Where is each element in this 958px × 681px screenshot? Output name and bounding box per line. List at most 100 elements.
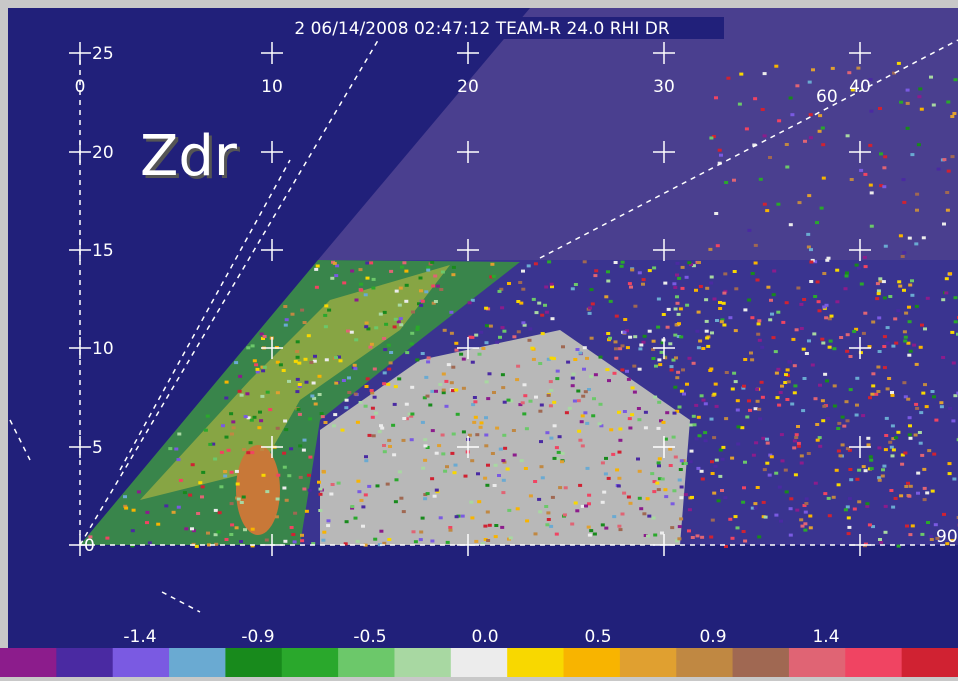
colorbar-swatch (620, 648, 677, 677)
speckle (899, 234, 903, 237)
speckle (914, 434, 918, 437)
speckle (490, 263, 494, 266)
speckle (276, 474, 280, 477)
speckle (454, 389, 458, 392)
speckle (502, 330, 506, 333)
speckle (364, 405, 368, 408)
speckle (791, 338, 795, 341)
speckle (925, 405, 929, 408)
speckle (462, 358, 466, 361)
speckle (545, 523, 549, 526)
speckle (501, 459, 505, 462)
speckle (541, 476, 545, 479)
speckle (506, 468, 510, 471)
speckle (435, 489, 439, 492)
speckle (581, 395, 585, 398)
speckle (501, 326, 505, 329)
speckle (174, 448, 178, 451)
speckle (837, 450, 841, 453)
speckle (220, 451, 224, 454)
speckle (743, 308, 747, 311)
speckle (452, 433, 456, 436)
speckle (219, 485, 223, 488)
speckle (642, 512, 646, 515)
speckle (820, 207, 824, 210)
speckle (630, 268, 634, 271)
speckle (809, 136, 813, 139)
colorbar-swatch (564, 648, 621, 677)
speckle (484, 307, 488, 310)
speckle (249, 441, 253, 444)
speckle (847, 71, 851, 74)
speckle (320, 412, 324, 415)
speckle (822, 306, 826, 309)
speckle (698, 340, 702, 343)
speckle (650, 472, 654, 475)
speckle (629, 502, 633, 505)
speckle (894, 497, 898, 500)
speckle (410, 332, 414, 335)
speckle (263, 335, 267, 338)
speckle (532, 358, 536, 361)
speckle (448, 526, 452, 529)
speckle (841, 443, 845, 446)
speckle (910, 279, 914, 282)
speckle (373, 538, 377, 541)
speckle (768, 474, 772, 477)
speckle (867, 443, 871, 446)
speckle (394, 318, 398, 321)
speckle (305, 510, 309, 513)
speckle (888, 295, 892, 298)
speckle (904, 312, 908, 315)
speckle (697, 346, 701, 349)
speckle (745, 127, 749, 130)
speckle (780, 433, 784, 436)
speckle (839, 454, 843, 457)
speckle (827, 257, 831, 260)
speckle (946, 209, 950, 212)
speckle (884, 448, 888, 451)
speckle (795, 509, 799, 512)
speckle (954, 320, 958, 323)
speckle (825, 379, 829, 382)
speckle (668, 448, 672, 451)
speckle (820, 338, 824, 341)
speckle (668, 342, 672, 345)
speckle (796, 425, 800, 428)
speckle (507, 282, 511, 285)
colorbar-label: -0.9 (241, 627, 274, 647)
speckle (657, 427, 661, 430)
speckle (942, 223, 946, 226)
speckle (538, 510, 542, 513)
speckle (657, 461, 661, 464)
speckle (894, 436, 898, 439)
speckle (426, 360, 430, 363)
speckle (743, 540, 747, 543)
speckle (546, 511, 550, 514)
speckle (690, 496, 694, 499)
speckle (670, 369, 674, 372)
speckle (789, 507, 793, 510)
speckle (468, 301, 472, 304)
speckle (494, 535, 498, 538)
speckle (523, 394, 527, 397)
speckle (653, 534, 657, 537)
speckle (753, 502, 757, 505)
speckle (886, 387, 890, 390)
speckle (387, 368, 391, 371)
speckle (589, 375, 593, 378)
speckle (421, 421, 425, 424)
speckle (549, 389, 553, 392)
speckle (757, 535, 761, 538)
speckle (471, 361, 475, 364)
speckle (499, 448, 503, 451)
speckle (870, 467, 874, 470)
speckle (701, 478, 705, 481)
speckle (910, 153, 914, 156)
speckle (604, 457, 608, 460)
speckle (244, 415, 248, 418)
speckle (868, 144, 872, 147)
speckle (332, 424, 336, 427)
speckle (578, 484, 582, 487)
speckle (371, 416, 375, 419)
